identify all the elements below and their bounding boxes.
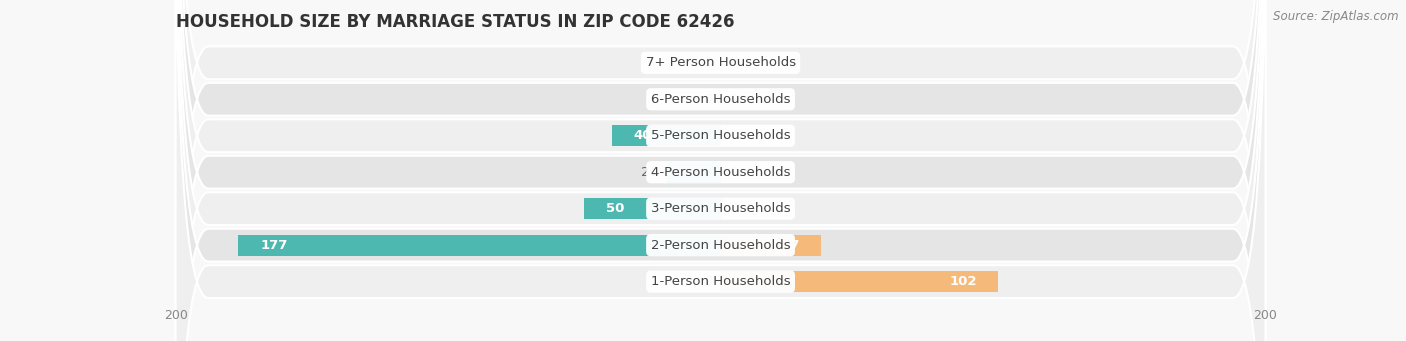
Bar <box>721 271 998 292</box>
Text: 5-Person Households: 5-Person Households <box>651 129 790 142</box>
Text: 7+ Person Households: 7+ Person Households <box>645 56 796 69</box>
Bar <box>666 162 721 183</box>
Text: 0: 0 <box>728 129 737 142</box>
Text: Source: ZipAtlas.com: Source: ZipAtlas.com <box>1274 10 1399 23</box>
Bar <box>585 198 721 219</box>
Text: 0: 0 <box>728 166 737 179</box>
Text: 1: 1 <box>731 202 740 215</box>
Bar <box>612 125 721 146</box>
FancyBboxPatch shape <box>176 0 1265 341</box>
FancyBboxPatch shape <box>176 0 1265 341</box>
FancyBboxPatch shape <box>176 0 1265 341</box>
Text: 20: 20 <box>641 166 658 179</box>
FancyBboxPatch shape <box>176 0 1265 341</box>
Text: 0: 0 <box>728 93 737 106</box>
Bar <box>239 235 721 256</box>
Text: 0: 0 <box>704 56 713 69</box>
FancyBboxPatch shape <box>176 0 1265 341</box>
Text: 102: 102 <box>949 275 977 288</box>
Text: 4-Person Households: 4-Person Households <box>651 166 790 179</box>
Text: 0: 0 <box>704 93 713 106</box>
Text: 37: 37 <box>782 239 800 252</box>
Text: 6-Person Households: 6-Person Households <box>651 93 790 106</box>
Text: HOUSEHOLD SIZE BY MARRIAGE STATUS IN ZIP CODE 62426: HOUSEHOLD SIZE BY MARRIAGE STATUS IN ZIP… <box>176 13 734 31</box>
Text: 2-Person Households: 2-Person Households <box>651 239 790 252</box>
FancyBboxPatch shape <box>176 0 1265 341</box>
Text: 50: 50 <box>606 202 624 215</box>
Text: 40: 40 <box>633 129 652 142</box>
FancyBboxPatch shape <box>176 0 1265 341</box>
Text: 0: 0 <box>728 56 737 69</box>
Text: 3-Person Households: 3-Person Households <box>651 202 790 215</box>
Bar <box>721 235 821 256</box>
Bar <box>721 198 723 219</box>
Text: 0: 0 <box>704 275 713 288</box>
Text: 177: 177 <box>260 239 288 252</box>
Text: 1-Person Households: 1-Person Households <box>651 275 790 288</box>
